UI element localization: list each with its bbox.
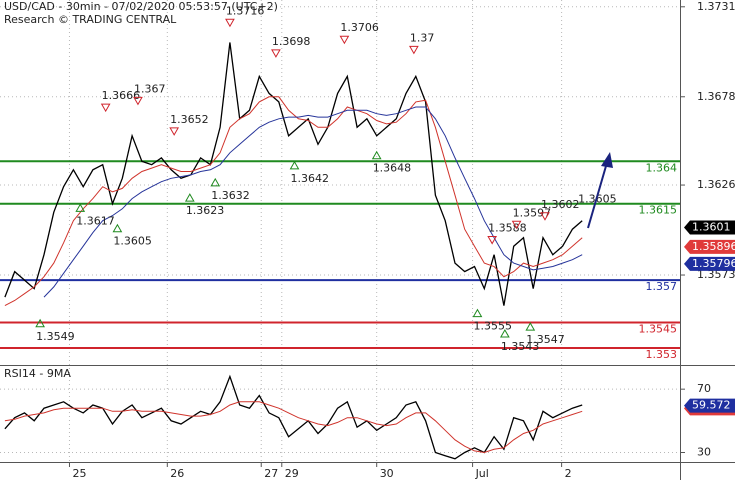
- pivot-label: 1.3555: [473, 320, 512, 333]
- pivot-label: 1.3623: [186, 204, 225, 217]
- series-line: [4, 401, 583, 454]
- level-label: 1.3615: [639, 204, 678, 217]
- pivot-label: 1.3706: [340, 21, 379, 34]
- pivot-label: 1.37: [410, 31, 435, 44]
- pivot-label: 1.3716: [226, 4, 264, 17]
- pivot-marker: [472, 308, 483, 318]
- pivot-label: 1.3602: [541, 198, 580, 211]
- forecast-arrow: [587, 165, 607, 229]
- pivot-label: 1.3642: [291, 172, 330, 185]
- pivot-marker: [133, 96, 143, 106]
- price-tag-label: 1.3601: [692, 220, 731, 233]
- panel-title: RSI14 - 9MA: [4, 367, 71, 380]
- y-tick-label: 30: [697, 446, 711, 459]
- pivot-label: 1.3605: [113, 235, 151, 248]
- price-tag-label: 1.35796: [692, 257, 735, 270]
- y-tick-label: 1.3731: [697, 0, 735, 13]
- x-tick-label: 25: [72, 467, 86, 480]
- y-tick-label: 1.3573: [697, 268, 735, 281]
- pivot-marker: [371, 150, 382, 160]
- pivot-marker: [112, 223, 123, 233]
- level-label: 1.353: [646, 348, 678, 361]
- x-tick-label: Jul: [475, 467, 489, 480]
- pivot-marker: [525, 322, 536, 331]
- series-line: [4, 96, 583, 307]
- pivot-marker: [271, 49, 281, 58]
- pivot-label: 1.3652: [170, 113, 209, 126]
- pivot-marker: [540, 212, 550, 221]
- pivot-label: 1.3597: [513, 206, 552, 219]
- x-tick-label: 2: [565, 467, 572, 480]
- pivot-label: 1.3617: [76, 214, 115, 227]
- forecast-arrowhead: [601, 152, 613, 168]
- x-tick-label: 26: [170, 467, 184, 480]
- pivot-marker: [487, 236, 498, 245]
- y-tick-label: 1.3626: [697, 178, 735, 191]
- y-tick-label: 1.3678: [697, 90, 735, 103]
- price-tag: [684, 220, 735, 235]
- y-tick-label: 70: [697, 382, 711, 395]
- pivot-label: 1.3698: [272, 35, 311, 48]
- pivot-marker: [184, 193, 195, 202]
- pivot-marker: [511, 220, 522, 230]
- pivot-label: 1.3666: [102, 89, 141, 102]
- series-line: [4, 374, 583, 460]
- pivot-label: 1.3549: [36, 330, 75, 343]
- pivot-marker: [225, 18, 235, 28]
- price-tag: [684, 398, 735, 413]
- pivot-label: 1.3588: [488, 222, 527, 235]
- price-tag-label: 1.35896: [692, 240, 735, 253]
- pivot-label: 1.367: [134, 82, 166, 95]
- level-label: 1.3545: [639, 323, 678, 336]
- pivot-marker: [409, 45, 419, 55]
- pivot-marker: [75, 203, 86, 212]
- pivot-label: 1.3632: [211, 189, 250, 202]
- pivot-marker: [289, 160, 300, 170]
- series-line: [4, 42, 583, 306]
- chart-subtitle: Research © TRADING CENTRAL: [4, 13, 177, 26]
- level-label: 1.364: [646, 161, 678, 174]
- x-tick-label: 29: [285, 467, 299, 480]
- pivot-label: 1.3543: [501, 340, 539, 353]
- pivot-label: 1.3547: [526, 333, 565, 346]
- level-label: 1.357: [646, 280, 678, 293]
- pivot-marker: [35, 318, 45, 328]
- x-tick-label: 30: [380, 467, 394, 480]
- price-tag: [684, 256, 735, 271]
- pivot-marker: [100, 103, 111, 113]
- pivot-marker: [500, 328, 510, 338]
- price-tag: [684, 239, 735, 254]
- chart-title: USD/CAD - 30min - 07/02/2020 05:53:57 (U…: [4, 0, 278, 13]
- pivot-marker: [339, 35, 350, 45]
- pivot-marker: [169, 127, 180, 136]
- series-line: [43, 106, 583, 298]
- pivot-label: 1.3605: [578, 193, 617, 206]
- price-tag-label: 59.572: [692, 399, 731, 412]
- pivot-marker: [210, 177, 221, 187]
- pivot-label: 1.3648: [373, 162, 412, 175]
- x-tick-label: 27: [264, 467, 278, 480]
